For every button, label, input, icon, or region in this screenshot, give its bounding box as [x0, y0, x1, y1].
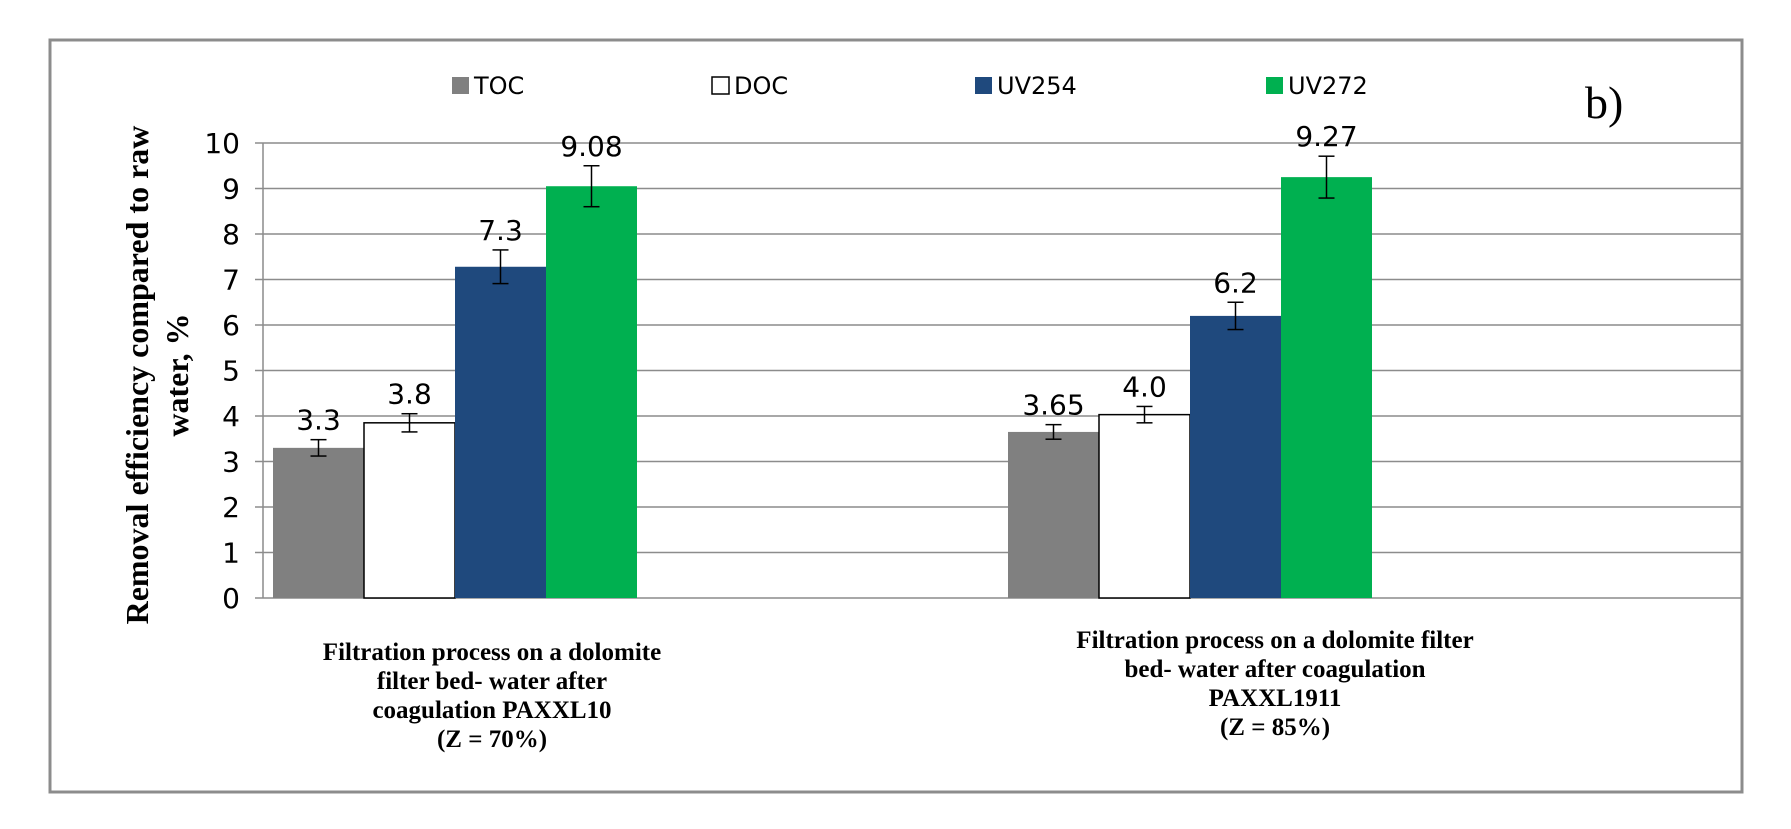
- category-label-line: filter bed- water after: [377, 668, 607, 695]
- legend-label-uv254[interactable]: UV254: [997, 72, 1077, 100]
- category-label-line: (Z = 85%): [1220, 714, 1330, 741]
- legend-swatch-uv272[interactable]: [1266, 77, 1283, 94]
- bar-uv272: [1281, 177, 1372, 598]
- legend-swatch-uv254[interactable]: [975, 77, 992, 94]
- bar-toc: [1008, 431, 1099, 598]
- data-label: 3.65: [1022, 389, 1084, 422]
- data-labels: 3.3 3.65 3.8 4.0 7.3 6.2 9.08 9.27: [296, 120, 1357, 436]
- data-label: 3.8: [387, 378, 432, 411]
- data-label: 6.2: [1213, 266, 1258, 299]
- data-label: 4.0: [1122, 370, 1167, 403]
- y-tick-label: 0: [222, 582, 240, 615]
- bar-doc: [1098, 413, 1191, 599]
- data-label: 3.3: [296, 404, 341, 437]
- y-tick-label: 2: [222, 491, 240, 524]
- category-label-line: PAXXL1911: [1209, 685, 1342, 712]
- data-label: 9.27: [1295, 120, 1357, 153]
- y-axis-label-line: Removal efficiency compared to raw: [119, 126, 155, 625]
- y-tick-label: 10: [204, 127, 240, 160]
- data-label: 7.3: [478, 214, 523, 247]
- y-tick-label: 5: [222, 355, 240, 388]
- category-label-line: Filtration process on a dolomite: [323, 639, 661, 666]
- legend-label-uv272[interactable]: UV272: [1288, 72, 1368, 100]
- bar-uv254: [1190, 315, 1281, 598]
- legend-label-doc[interactable]: DOC: [734, 72, 788, 100]
- y-tick-label: 6: [222, 309, 240, 342]
- y-tick-label: 8: [222, 218, 240, 251]
- bar-doc: [363, 422, 456, 599]
- panel-label: b): [1585, 77, 1623, 128]
- y-axis-label: Removal efficiency compared to raw water,…: [119, 126, 195, 625]
- category-label-line: (Z = 70%): [437, 726, 547, 753]
- y-tick-label: 4: [222, 400, 240, 433]
- bar-uv254: [455, 266, 546, 598]
- legend[interactable]: TOC DOC UV254 UV272: [452, 72, 1368, 100]
- legend-swatch-doc[interactable]: [711, 76, 730, 95]
- category-label-line: Filtration process on a dolomite filter: [1076, 627, 1473, 654]
- y-axis-label-line: water, %: [159, 313, 195, 436]
- bar-uv272: [546, 186, 637, 598]
- data-label: 9.08: [560, 130, 622, 163]
- category-label-line: bed- water after coagulation: [1124, 656, 1425, 683]
- category-label-line: coagulation PAXXL10: [372, 697, 611, 724]
- y-tick-label: 7: [222, 264, 240, 297]
- axes: 0 1 2 3 4 5 6 7 8 9 10 Removal efficiency compared …: [119, 126, 1474, 753]
- y-tick-label: 1: [222, 537, 240, 570]
- bar-toc: [273, 447, 364, 598]
- bars: [273, 155, 1372, 599]
- y-tick-label: 3: [222, 446, 240, 479]
- y-tick-label: 9: [222, 173, 240, 206]
- legend-label-toc[interactable]: TOC: [473, 72, 524, 100]
- legend-swatch-toc[interactable]: [452, 77, 469, 94]
